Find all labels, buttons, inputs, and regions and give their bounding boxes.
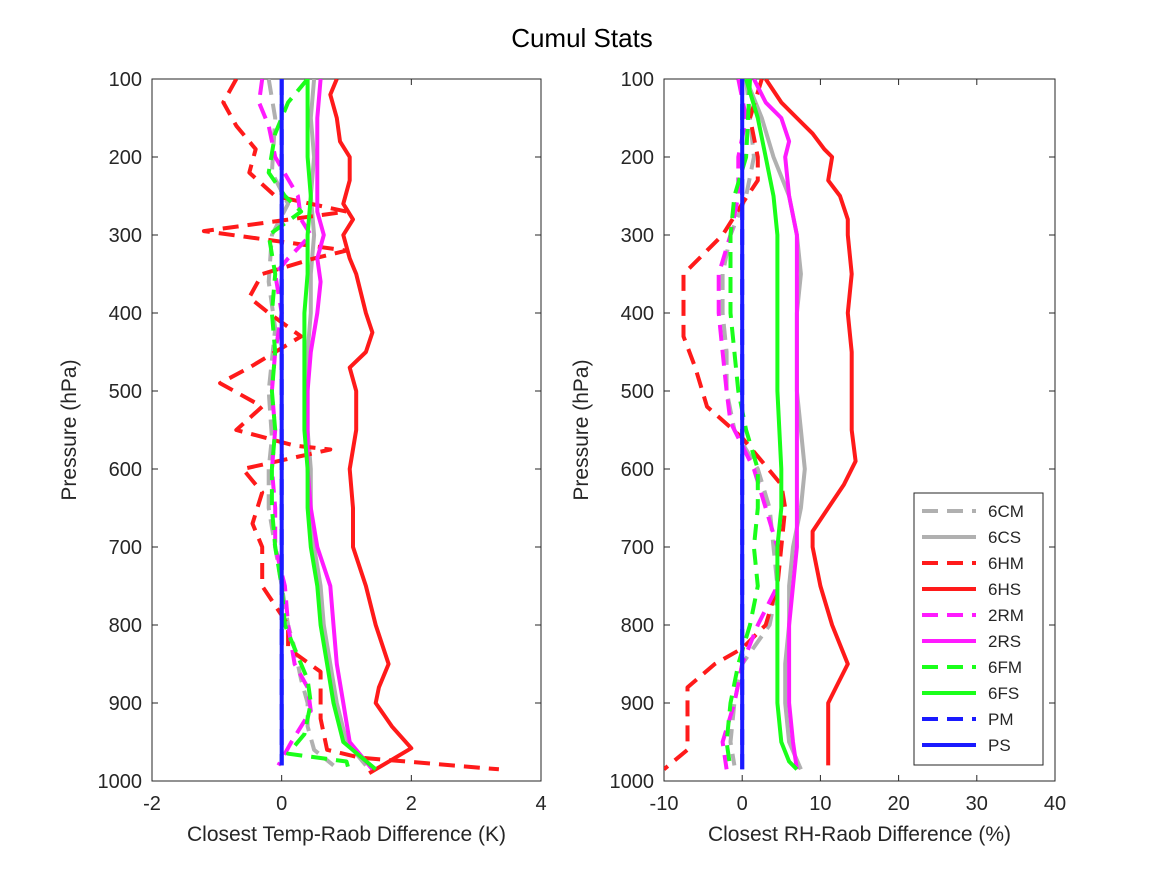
series-line-6fs — [744, 79, 799, 771]
x-tick-label: 4 — [535, 793, 546, 815]
series-line-6hm — [201, 79, 500, 772]
series-line-6hs — [764, 79, 858, 766]
x-tick-label: 0 — [737, 793, 748, 815]
rh-panel: -10 0 10 20 30 40 100 200 300 400 500 600 700 800 900 1… — [570, 69, 1066, 846]
series-line-6fm — [724, 79, 760, 770]
x-tick-label: 10 — [809, 793, 831, 815]
series-line-6hs — [328, 79, 414, 775]
y-tick-label: 900 — [109, 693, 142, 715]
y-tick-label: 600 — [621, 459, 654, 481]
y-tick-label: 200 — [109, 147, 142, 169]
y-tick-label: 200 — [621, 147, 654, 169]
series-line-2rm — [716, 79, 780, 770]
y-tick-label: 400 — [109, 303, 142, 325]
legend-label: 6FM — [988, 658, 1022, 677]
temp-y-axis-label: Pressure (hPa) — [58, 359, 81, 500]
temp-series-group — [201, 79, 500, 775]
y-tick-label: 1000 — [610, 771, 655, 793]
legend-label: PM — [988, 710, 1014, 729]
y-tick-label: 800 — [109, 615, 142, 637]
x-tick-label: 40 — [1044, 793, 1066, 815]
x-tick-label: 30 — [966, 793, 988, 815]
y-tick-label: 1000 — [98, 771, 143, 793]
series-line-2rs — [752, 79, 799, 770]
y-tick-label: 100 — [109, 69, 142, 91]
y-tick-label: 900 — [621, 693, 654, 715]
legend-label: 6CS — [988, 528, 1021, 547]
y-tick-label: 800 — [621, 615, 654, 637]
legend: 6CM 6CS 6HM 6HS 2RM 2RS 6FM 6FS PM PS — [913, 492, 1044, 766]
y-tick-label: 600 — [109, 459, 142, 481]
rh-y-axis-label: Pressure (hPa) — [570, 359, 593, 500]
series-line-6fs — [302, 79, 377, 771]
legend-label: 2RS — [988, 632, 1021, 651]
y-tick-label: 500 — [109, 381, 142, 403]
legend-label: 6HM — [988, 554, 1024, 573]
y-tick-label: 700 — [621, 537, 654, 559]
figure-title: Cumul Stats — [511, 23, 653, 53]
rh-axes-box — [663, 78, 1056, 782]
x-tick-label: -10 — [650, 793, 679, 815]
y-tick-label: 100 — [621, 69, 654, 91]
y-tick-label: 300 — [109, 225, 142, 247]
legend-label: 2RM — [988, 606, 1024, 625]
y-tick-label: 700 — [109, 537, 142, 559]
temp-panel: -2 0 2 4 100 200 300 400 500 600 700 800 900 1000 Clos… — [58, 69, 547, 846]
temp-axes-box — [151, 78, 542, 782]
series-line-2rs — [305, 79, 374, 771]
rh-x-axis-label: Closest RH-Raob Difference (%) — [708, 823, 1011, 846]
legend-label: 6HS — [988, 580, 1021, 599]
x-tick-label: 0 — [276, 793, 287, 815]
x-tick-label: 20 — [887, 793, 909, 815]
temp-x-axis-label: Closest Temp-Raob Difference (K) — [187, 823, 506, 846]
legend-label: 6CM — [988, 502, 1024, 521]
y-tick-label: 500 — [621, 381, 654, 403]
legend-label: 6FS — [988, 684, 1019, 703]
rh-series-group — [664, 79, 858, 771]
x-tick-label: -2 — [143, 793, 161, 815]
series-line-6cm — [266, 79, 335, 767]
y-tick-label: 400 — [621, 303, 654, 325]
x-tick-label: 2 — [406, 793, 417, 815]
legend-label: PS — [988, 736, 1011, 755]
y-tick-label: 300 — [621, 225, 654, 247]
legend-box — [913, 492, 1044, 766]
